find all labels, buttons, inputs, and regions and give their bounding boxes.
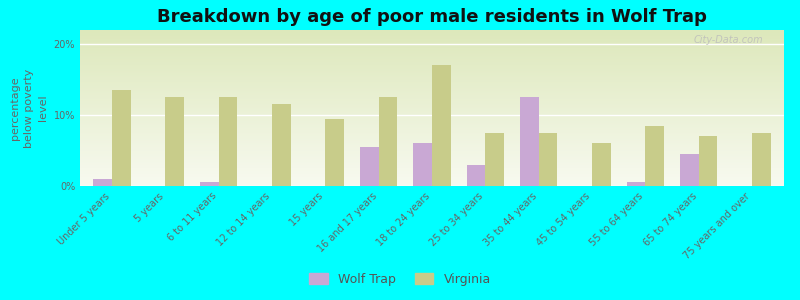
Bar — [326, 118, 344, 186]
Text: City-Data.com: City-Data.com — [694, 35, 763, 45]
Y-axis label: percentage
below poverty
level: percentage below poverty level — [10, 68, 48, 148]
Bar — [218, 98, 238, 186]
Bar — [414, 143, 432, 186]
Legend: Wolf Trap, Virginia: Wolf Trap, Virginia — [304, 268, 496, 291]
Title: Breakdown by age of poor male residents in Wolf Trap: Breakdown by age of poor male residents … — [157, 8, 707, 26]
Bar — [538, 133, 558, 186]
Bar — [272, 104, 290, 186]
Bar — [94, 179, 112, 186]
Bar — [466, 165, 486, 186]
Bar — [166, 98, 184, 186]
Bar — [486, 133, 504, 186]
Bar — [698, 136, 718, 186]
Bar — [626, 182, 646, 186]
Bar — [432, 65, 450, 186]
Bar — [378, 98, 398, 186]
Bar — [646, 126, 664, 186]
Bar — [592, 143, 610, 186]
Bar — [680, 154, 698, 186]
Bar — [360, 147, 378, 186]
Bar — [112, 90, 130, 186]
Bar — [520, 98, 538, 186]
Bar — [200, 182, 218, 186]
Bar — [752, 133, 770, 186]
